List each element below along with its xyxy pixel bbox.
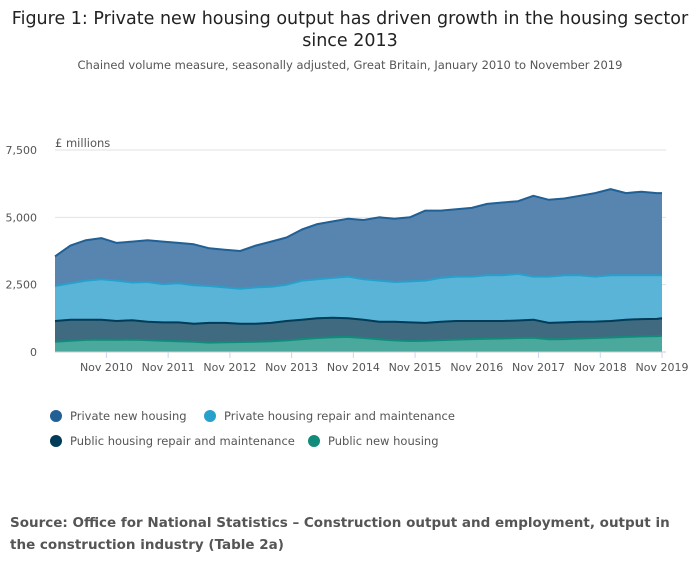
line-public-new-housing: [54, 334, 663, 344]
line-public-housing-repair-and-maintenance: [54, 316, 663, 325]
legend-label: Public housing repair and maintenance: [70, 434, 295, 448]
x-tick-label: Nov 2013: [265, 361, 318, 374]
y-tick-label: 7,500: [6, 144, 38, 157]
y-tick-label: 2,500: [6, 279, 38, 292]
legend-label: Private housing repair and maintenance: [224, 409, 455, 423]
x-tick-label: Nov 2018: [574, 361, 627, 374]
x-tick-label: Nov 2017: [512, 361, 565, 374]
line-private-new-housing: [54, 188, 662, 258]
stacked-area-chart: 0 2,500 5,000 7,500 Nov 2010 Nov 2011 Nov 2012…: [6, 136, 689, 374]
y-tick-label: 5,000: [6, 211, 38, 224]
y-axis-label: £ millions: [55, 136, 110, 150]
legend-label: Private new housing: [70, 409, 187, 423]
legend-item-public-repair: Public housing repair and maintenance: [50, 434, 295, 448]
legend-item-public-new-housing: Public new housing: [308, 434, 439, 448]
legend-item-private-repair: Private housing repair and maintenance: [204, 409, 455, 423]
x-tick-label: Nov 2012: [203, 361, 256, 374]
x-tick-label: Nov 2011: [142, 361, 195, 374]
area-public-new-housing: [55, 335, 662, 352]
source-note: Source: Office for National Statistics –…: [10, 515, 670, 553]
y-tick-label: 0: [30, 346, 37, 359]
legend-item-private-new-housing: Private new housing: [50, 409, 187, 423]
legend-swatch: [50, 435, 62, 447]
legend-swatch: [204, 410, 216, 422]
x-tick-label: Nov 2015: [389, 361, 442, 374]
x-tick-label: Nov 2010: [80, 361, 133, 374]
area-private-new-housing: [55, 189, 662, 289]
legend-swatch: [50, 410, 62, 422]
x-tick-label: Nov 2019: [636, 361, 689, 374]
x-tick-label: Nov 2014: [327, 361, 380, 374]
chart-subtitle: Chained volume measure, seasonally adjus…: [77, 58, 623, 72]
legend-label: Public new housing: [328, 434, 439, 448]
x-tick-label: Nov 2016: [450, 361, 503, 374]
legend-swatch: [308, 435, 320, 447]
line-private-housing-repair-and-maintenance: [54, 272, 662, 290]
chart-title: Figure 1: Private new housing output has…: [11, 9, 689, 51]
